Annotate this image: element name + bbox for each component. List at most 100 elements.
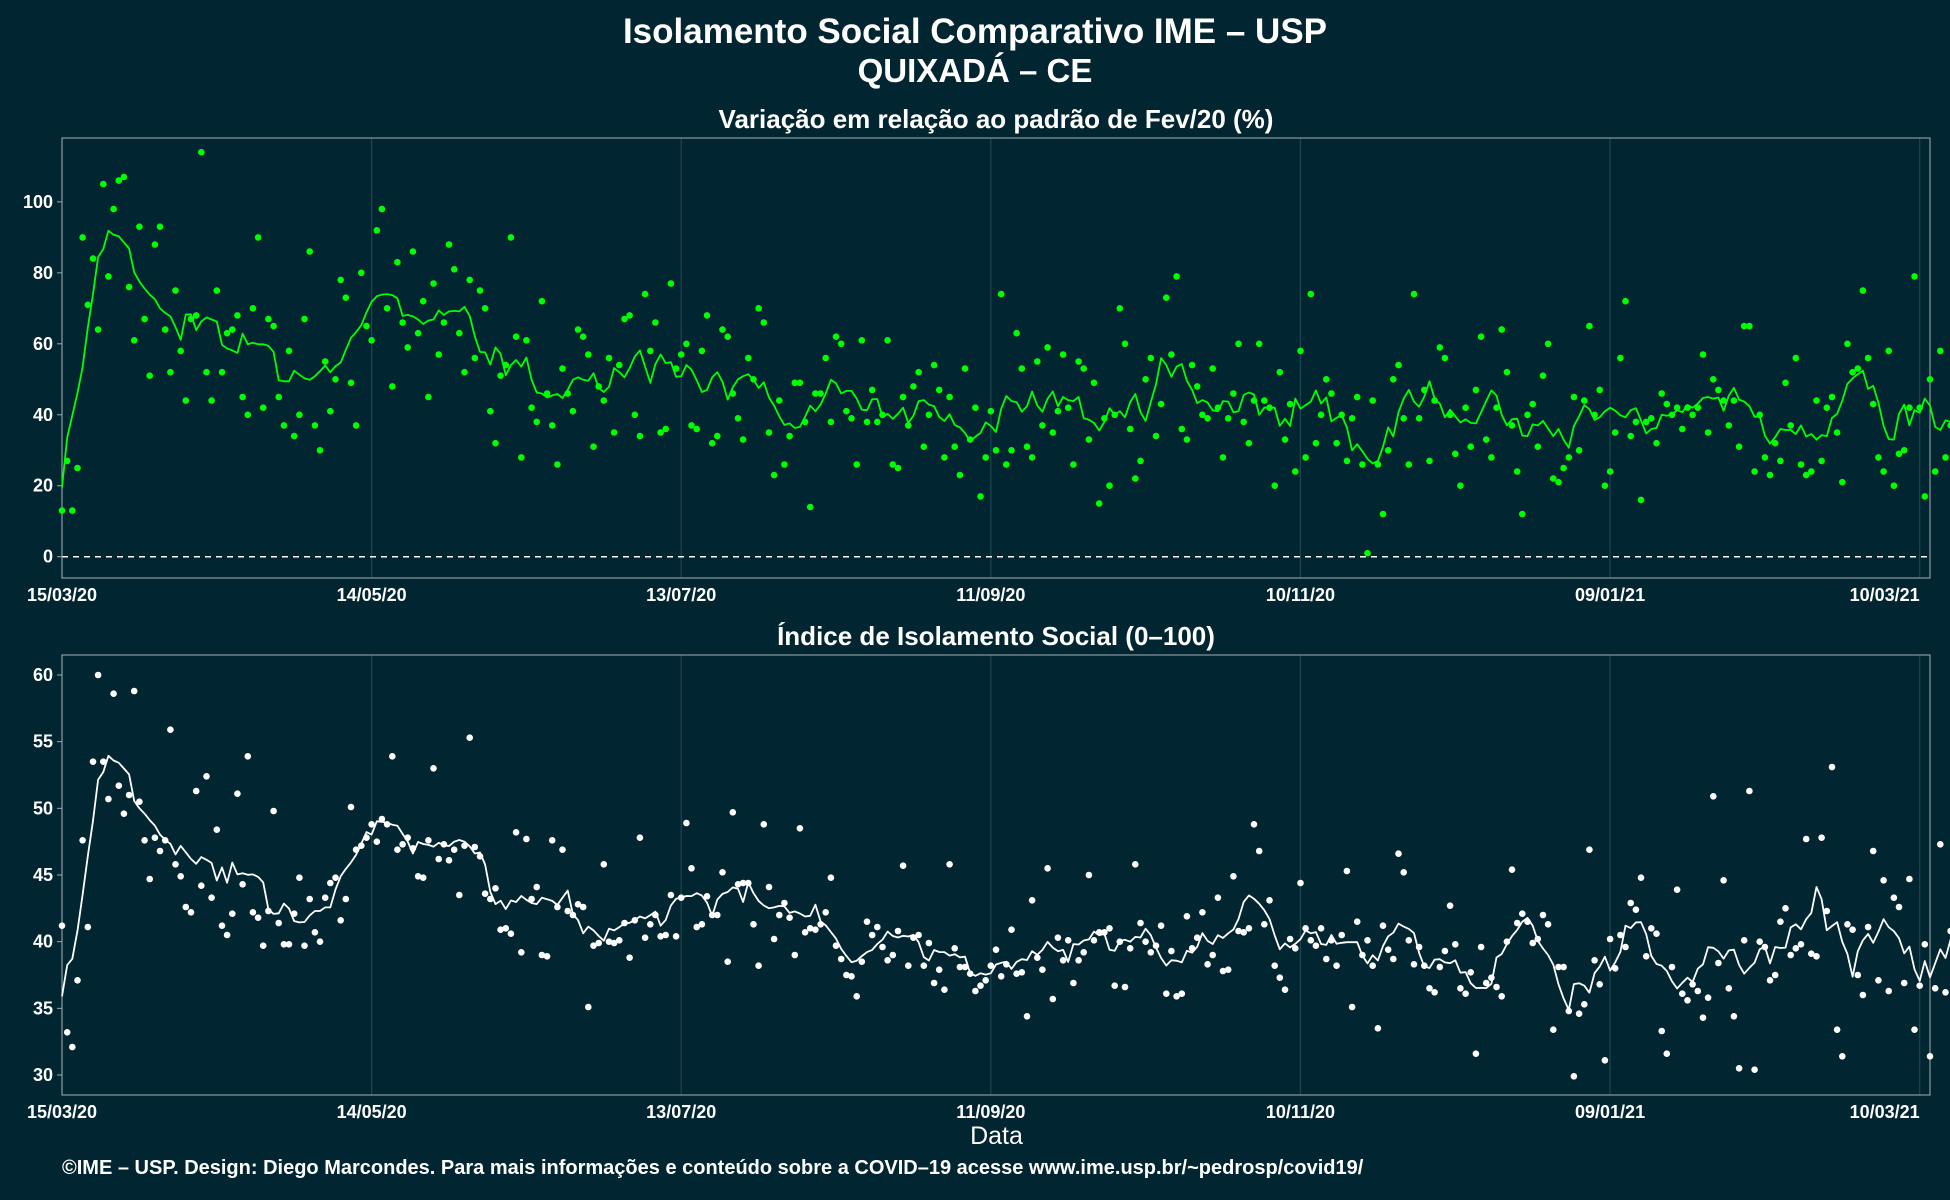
bottom-data-point: [1818, 834, 1825, 841]
bottom-data-point: [1508, 866, 1516, 873]
top-data-point: [1663, 400, 1671, 408]
top-data-point: [311, 422, 319, 429]
bottom-data-point: [1555, 963, 1562, 971]
bottom-data-point: [1395, 850, 1402, 857]
top-data-point: [1581, 397, 1588, 404]
top-data-point: [1493, 404, 1500, 412]
bottom-data-point: [229, 910, 236, 917]
top-data-point: [1224, 415, 1232, 422]
top-data-point: [920, 443, 928, 451]
top-data-point: [935, 386, 943, 394]
top-data-point: [425, 393, 432, 401]
top-data-point: [223, 329, 231, 337]
bottom-data-point: [1550, 1026, 1557, 1033]
top-data-point: [1132, 475, 1139, 482]
bottom-data-point: [1039, 966, 1046, 973]
top-data-point: [1715, 386, 1722, 394]
top-data-point: [817, 390, 824, 397]
top-data-point: [1477, 333, 1485, 341]
top-data-point: [1317, 411, 1325, 419]
top-data-point: [1622, 297, 1629, 305]
top-data-point: [63, 457, 71, 465]
bottom-data-point: [1895, 903, 1903, 911]
top-data-point: [151, 241, 159, 248]
top-data-point: [518, 454, 525, 461]
top-data-point: [414, 329, 422, 337]
top-data-point: [1632, 418, 1640, 426]
bottom-data-point: [1075, 957, 1082, 964]
top-data-point: [1410, 290, 1418, 298]
bottom-data-point: [1183, 913, 1191, 920]
top-data-point: [1849, 368, 1856, 376]
bottom-y-tick-label: 50: [33, 798, 53, 818]
top-data-point: [1828, 393, 1836, 401]
bottom-data-point: [507, 930, 515, 937]
top-data-point: [1292, 468, 1299, 475]
top-data-point: [466, 276, 474, 284]
top-data-point: [1261, 397, 1268, 404]
bottom-data-point: [745, 879, 752, 887]
top-data-point: [533, 418, 540, 426]
top-data-point: [1740, 322, 1748, 330]
top-data-point: [358, 269, 365, 277]
top-data-point: [631, 411, 639, 419]
bottom-data-point: [647, 921, 654, 928]
bottom-data-point: [358, 842, 365, 849]
chart-subtitle: QUIXADÁ – CE: [857, 52, 1093, 89]
bottom-data-point: [1348, 1003, 1356, 1011]
top-data-point: [636, 432, 644, 440]
bottom-data-point: [363, 834, 370, 841]
top-data-point: [574, 326, 582, 333]
bottom-data-point: [1503, 938, 1511, 945]
top-data-point: [440, 319, 448, 326]
bottom-data-point: [1900, 979, 1908, 987]
bottom-data-point: [172, 861, 179, 868]
bottom-data-point: [1591, 957, 1598, 964]
top-data-point: [672, 365, 680, 372]
top-data-point: [1080, 365, 1087, 372]
top-data-point: [889, 461, 897, 468]
bottom-data-point: [182, 903, 190, 911]
bottom-data-point: [956, 963, 964, 971]
top-data-point: [1193, 383, 1201, 390]
bottom-data-point: [161, 837, 169, 844]
bottom-data-point: [399, 841, 406, 848]
bottom-data-point: [719, 869, 726, 876]
top-data-point: [1008, 447, 1015, 454]
top-data-point: [492, 439, 499, 447]
bottom-data-point: [1534, 935, 1542, 943]
bottom-data-point: [1152, 942, 1160, 949]
top-data-point: [172, 287, 179, 294]
bottom-data-point: [1235, 927, 1242, 935]
bottom-data-point: [786, 914, 793, 921]
bottom-data-point: [1379, 922, 1387, 929]
bottom-data-point: [972, 987, 979, 995]
bottom-data-point: [564, 907, 571, 915]
bottom-data-point: [1064, 937, 1072, 944]
bottom-data-point: [125, 791, 133, 799]
bottom-data-point: [1751, 1066, 1758, 1073]
top-data-point: [1586, 322, 1593, 330]
bottom-data-point: [404, 834, 412, 841]
bottom-data-point: [1911, 1026, 1918, 1033]
top-data-point: [146, 372, 153, 380]
bottom-data-point: [110, 690, 117, 697]
top-data-point: [1931, 468, 1939, 475]
bottom-data-point: [1297, 879, 1304, 887]
bottom-data-point: [822, 909, 829, 916]
top-data-point: [1266, 404, 1273, 412]
bottom-data-point: [677, 894, 685, 901]
bottom-data-point: [905, 962, 912, 969]
top-data-point: [1839, 478, 1846, 486]
top-data-point: [1312, 439, 1320, 447]
top-data-point: [657, 429, 664, 436]
top-data-point: [1673, 404, 1681, 412]
bottom-data-point: [626, 954, 633, 961]
bottom-data-point: [1575, 1010, 1583, 1017]
bottom-data-point: [79, 837, 86, 844]
bottom-data-point: [518, 949, 525, 956]
bottom-data-point: [1833, 1026, 1841, 1033]
top-data-point: [1415, 415, 1423, 422]
top-data-point: [781, 461, 788, 468]
